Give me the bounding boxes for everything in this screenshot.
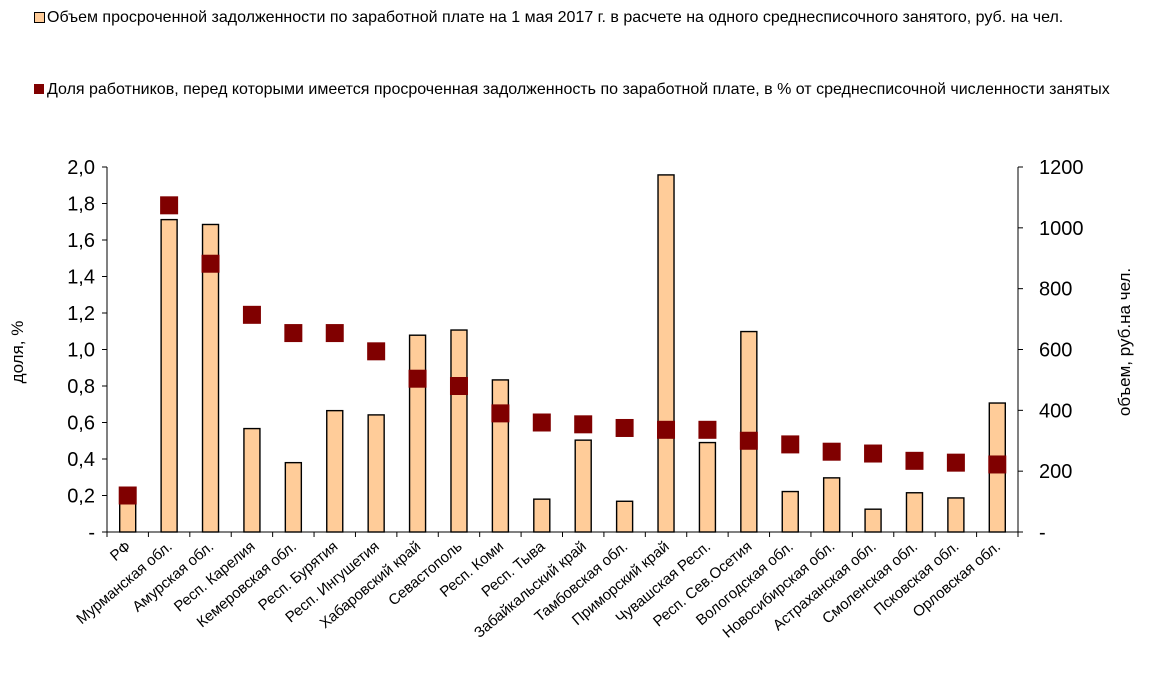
left-axis-tick-labels: - 0,2 0,4 0,6 0,8 1,0 1,2 1,4 1,6 1,8 2,0 xyxy=(67,157,95,544)
data-point xyxy=(284,324,302,342)
data-point xyxy=(781,435,799,453)
left-tick-label: 0,4 xyxy=(67,449,95,471)
bar xyxy=(824,478,840,532)
left-axis-label: доля, % xyxy=(8,321,27,384)
data-point xyxy=(574,415,592,433)
data-point xyxy=(202,255,220,273)
data-point xyxy=(243,306,261,324)
right-tick-label: 400 xyxy=(1039,400,1072,422)
data-point xyxy=(119,487,137,505)
data-point xyxy=(450,377,468,395)
bar xyxy=(368,415,384,532)
bar xyxy=(948,498,964,532)
bar xyxy=(575,440,591,532)
bar xyxy=(492,380,508,532)
category-label: РФ xyxy=(107,538,134,565)
right-tick-label: 1200 xyxy=(1039,157,1084,179)
data-point xyxy=(905,452,923,470)
data-point xyxy=(988,455,1006,473)
left-tick-label: 0,2 xyxy=(67,486,95,508)
right-tick-label: - xyxy=(1039,522,1046,544)
right-axis-tick-labels: - 200 400 600 800 1000 1200 xyxy=(1039,157,1084,544)
left-tick-label: 2,0 xyxy=(67,157,95,179)
data-point xyxy=(823,443,841,461)
bar xyxy=(244,429,260,532)
left-tick-label: - xyxy=(88,522,95,544)
bar xyxy=(782,492,798,532)
left-tick-label: 1,4 xyxy=(67,267,95,289)
data-point xyxy=(864,445,882,463)
data-point xyxy=(947,454,965,472)
right-axis-label: объем, руб.на чел. xyxy=(1115,268,1134,416)
right-tick-label: 600 xyxy=(1039,340,1072,362)
data-point xyxy=(409,370,427,388)
data-point xyxy=(367,342,385,360)
left-tick-label: 0,8 xyxy=(67,376,95,398)
data-point xyxy=(740,432,758,450)
left-tick-label: 1,2 xyxy=(67,303,95,325)
left-tick-label: 1,0 xyxy=(67,340,95,362)
data-point xyxy=(160,196,178,214)
right-tick-label: 1000 xyxy=(1039,218,1084,240)
data-point xyxy=(698,421,716,439)
left-tick-label: 1,8 xyxy=(67,194,95,216)
data-point xyxy=(657,421,675,439)
bar xyxy=(617,501,633,532)
data-point xyxy=(491,404,509,422)
data-point xyxy=(326,324,344,342)
left-tick-label: 1,6 xyxy=(67,230,95,252)
bar xyxy=(699,443,715,532)
bar xyxy=(534,499,550,532)
right-tick-label: 800 xyxy=(1039,279,1072,301)
data-point xyxy=(533,414,551,432)
bar-series xyxy=(120,175,1006,532)
data-point xyxy=(616,419,634,437)
bar xyxy=(865,509,881,532)
bar xyxy=(906,493,922,532)
bar xyxy=(285,463,301,532)
left-tick-label: 0,6 xyxy=(67,413,95,435)
bar xyxy=(327,411,343,532)
chart-axes xyxy=(102,167,1023,537)
bar xyxy=(451,330,467,532)
bar xyxy=(658,175,674,532)
right-tick-label: 200 xyxy=(1039,461,1072,483)
bar xyxy=(161,220,177,532)
bar xyxy=(410,335,426,532)
